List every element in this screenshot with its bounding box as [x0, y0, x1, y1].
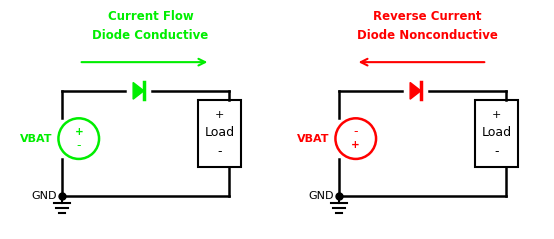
Polygon shape — [133, 82, 144, 99]
Text: Diode Conductive: Diode Conductive — [93, 29, 208, 42]
Text: VBAT: VBAT — [20, 134, 53, 144]
Text: -: - — [353, 125, 358, 138]
Text: Reverse Current: Reverse Current — [373, 10, 481, 22]
Polygon shape — [410, 82, 421, 99]
Text: Load: Load — [481, 126, 512, 139]
Text: +: + — [215, 110, 224, 120]
Bar — [475, 100, 519, 167]
Text: +: + — [74, 127, 83, 137]
Text: GND: GND — [309, 191, 334, 201]
Text: -: - — [76, 139, 81, 152]
Text: GND: GND — [32, 191, 57, 201]
Bar — [198, 100, 242, 167]
Text: VBAT: VBAT — [297, 134, 330, 144]
Text: +: + — [492, 110, 501, 120]
Text: Load: Load — [204, 126, 235, 139]
Text: -: - — [495, 145, 499, 158]
Text: +: + — [351, 140, 360, 150]
Text: Current Flow: Current Flow — [107, 10, 193, 22]
Text: Diode Nonconductive: Diode Nonconductive — [357, 29, 498, 42]
Text: -: - — [218, 145, 222, 158]
